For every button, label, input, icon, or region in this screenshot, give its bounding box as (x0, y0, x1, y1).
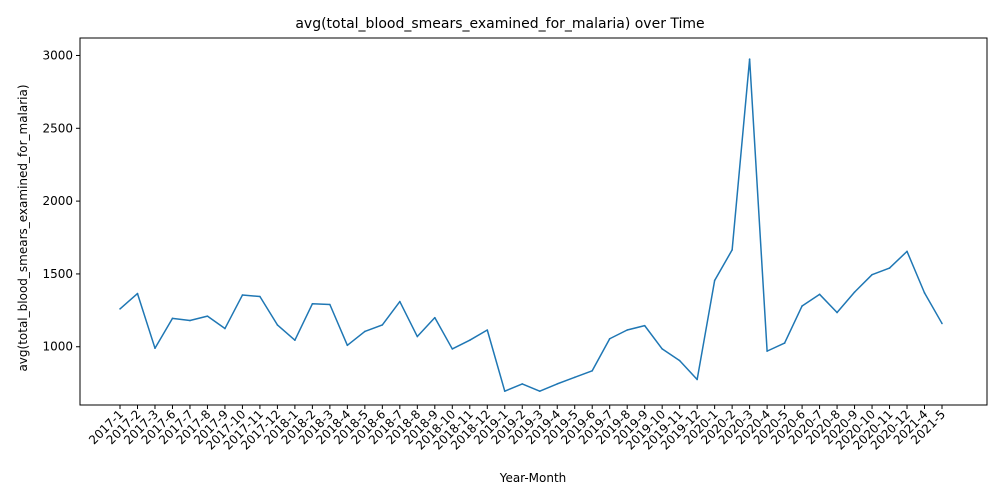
data-point (119, 308, 121, 310)
data-point (766, 350, 768, 352)
data-point (189, 319, 191, 322)
data-point (556, 383, 559, 385)
data-point (836, 311, 838, 314)
x-axis-title: Year-Month (499, 471, 567, 485)
data-point (731, 249, 733, 251)
chart-title: avg(total_blood_smears_examined_for_mala… (295, 16, 704, 32)
data-point (381, 324, 384, 326)
data-point (661, 348, 663, 350)
data-point (538, 390, 541, 392)
data-point (399, 300, 401, 303)
data-point (206, 315, 209, 317)
data-point (573, 376, 576, 379)
data-point (818, 293, 821, 296)
data-point (678, 359, 681, 362)
data-point (591, 369, 594, 372)
data-point (346, 344, 349, 347)
series-line (119, 58, 943, 392)
data-point (521, 383, 524, 385)
data-point (154, 347, 156, 350)
data-point (259, 295, 261, 298)
data-point (608, 337, 611, 340)
data-point (276, 324, 279, 326)
data-point (486, 329, 489, 331)
data-point (311, 302, 314, 305)
series-layer (119, 58, 943, 392)
data-point (801, 305, 803, 307)
data-point (626, 329, 628, 331)
data-point (906, 250, 908, 253)
data-point (696, 378, 698, 381)
data-point (853, 291, 856, 293)
data-point (643, 324, 646, 327)
y-tick-label: 2000 (42, 194, 73, 208)
data-point (713, 279, 716, 282)
data-point (329, 303, 331, 306)
data-point (503, 390, 506, 392)
data-point (434, 316, 436, 319)
data-point (923, 292, 926, 294)
data-point (171, 317, 174, 320)
data-point (136, 292, 139, 295)
plot-area-frame (79, 37, 988, 406)
data-point (224, 327, 226, 330)
data-point (241, 294, 244, 296)
data-point (294, 339, 296, 341)
x-axis-ticks: 2017-12017-22017-32017-62017-72017-82017… (86, 405, 948, 453)
y-tick-label: 2500 (42, 121, 73, 135)
data-point (416, 335, 419, 338)
data-point (871, 273, 873, 276)
y-tick-label: 1000 (42, 340, 73, 354)
y-tick-label: 3000 (42, 48, 73, 62)
y-axis-ticks: 1000 1500 2000 2500 3000 (42, 48, 80, 354)
data-point (748, 58, 751, 60)
y-tick-label: 1500 (42, 267, 73, 281)
data-point (364, 330, 366, 333)
data-point (783, 342, 786, 344)
data-point (451, 348, 454, 350)
data-point (888, 267, 891, 269)
data-point (468, 339, 471, 341)
data-point (941, 322, 943, 325)
y-axis-title: avg(total_blood_smears_examined_for_mala… (16, 84, 30, 371)
